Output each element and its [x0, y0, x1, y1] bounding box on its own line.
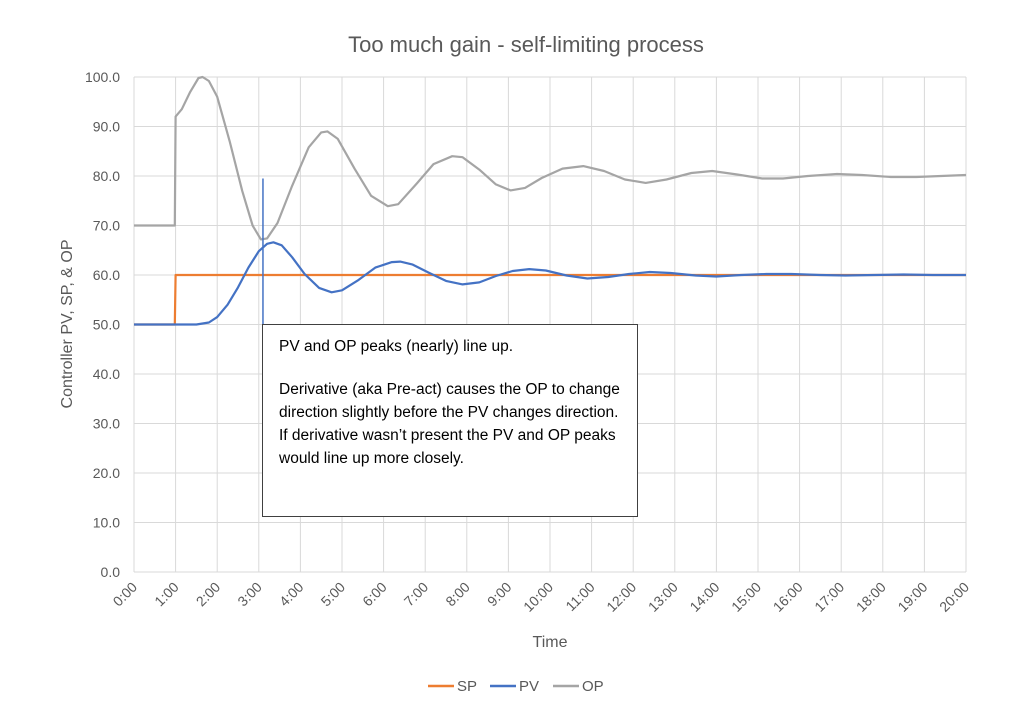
x-tick-label: 7:00 — [401, 579, 432, 610]
x-tick-label: 0:00 — [110, 579, 141, 610]
x-tick-label: 16:00 — [770, 579, 806, 615]
y-tick-label: 100.0 — [85, 69, 120, 85]
x-tick-label: 10:00 — [520, 579, 556, 615]
x-tick-label: 1:00 — [151, 579, 182, 610]
legend-label-pv: PV — [519, 678, 539, 695]
y-tick-label: 30.0 — [93, 416, 120, 432]
x-tick-label: 6:00 — [359, 579, 390, 610]
x-tick-label: 4:00 — [276, 579, 307, 610]
annotation-box: PV and OP peaks (nearly) line up. Deriva… — [262, 324, 638, 517]
y-tick-label: 40.0 — [93, 366, 120, 382]
series-pv-line — [134, 241, 966, 326]
y-tick-label: 60.0 — [93, 267, 120, 283]
y-tick-label: 80.0 — [93, 168, 120, 184]
x-tick-label: 8:00 — [442, 579, 473, 610]
y-axis-ticks: 0.0 10.0 20.0 30.0 40.0 50.0 60.0 70.0 80.0 90.0 1… — [85, 69, 120, 580]
x-tick-label: 11:00 — [562, 579, 598, 615]
x-tick-label: 9:00 — [484, 579, 515, 610]
y-tick-label: 50.0 — [93, 317, 120, 333]
chart-title: Too much gain - self-limiting process — [348, 32, 704, 57]
y-tick-label: 0.0 — [101, 564, 121, 580]
y-axis-title: Controller PV, SP, & OP — [59, 240, 76, 409]
y-tick-label: 20.0 — [93, 465, 120, 481]
x-tick-label: 15:00 — [728, 579, 764, 615]
x-tick-label: 3:00 — [234, 579, 265, 610]
x-tick-label: 5:00 — [318, 579, 349, 610]
series-op-line — [134, 75, 967, 241]
series-lines — [134, 75, 967, 326]
x-tick-label: 20:00 — [936, 579, 972, 615]
x-tick-label: 13:00 — [645, 579, 681, 615]
legend: SP PV OP — [428, 678, 604, 695]
x-tick-label: 19:00 — [894, 579, 930, 615]
annotation-line-1: PV and OP peaks (nearly) line up. — [279, 338, 514, 355]
x-tick-label: 2:00 — [193, 579, 224, 610]
x-axis-title: Time — [533, 634, 568, 651]
y-tick-label: 70.0 — [93, 218, 120, 234]
x-tick-label: 18:00 — [853, 579, 889, 615]
y-tick-label: 90.0 — [93, 119, 120, 135]
x-axis-ticks: 0:00 1:00 2:00 3:00 4:00 5:00 6:00 7:00 8:00 9:00… — [110, 579, 973, 615]
x-tick-label: 17:00 — [811, 579, 847, 615]
legend-label-op: OP — [582, 678, 604, 695]
legend-label-sp: SP — [457, 678, 477, 695]
annotation-line-2: Derivative (aka Pre-act) causes the OP t… — [279, 381, 620, 467]
x-tick-label: 12:00 — [603, 579, 639, 615]
x-tick-label: 14:00 — [686, 579, 722, 615]
y-tick-label: 10.0 — [93, 515, 120, 531]
